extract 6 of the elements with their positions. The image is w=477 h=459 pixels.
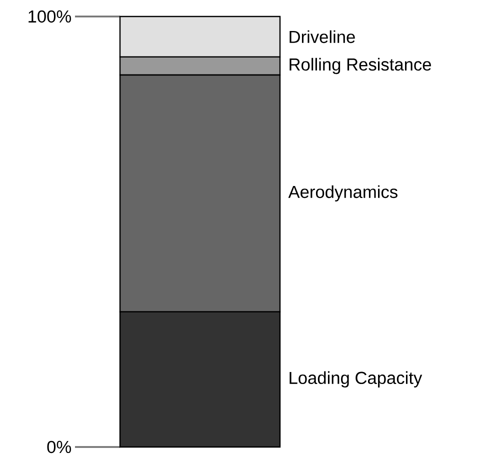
series-label: Rolling Resistance [290,58,431,74]
y-tick-label: 0% [47,440,72,454]
series-label: Loading Capacity [290,371,422,388]
series-label: Aerodynamics [288,185,398,202]
series-label: Driveline [290,30,355,44]
y-tick-label: 100% [28,10,72,23]
